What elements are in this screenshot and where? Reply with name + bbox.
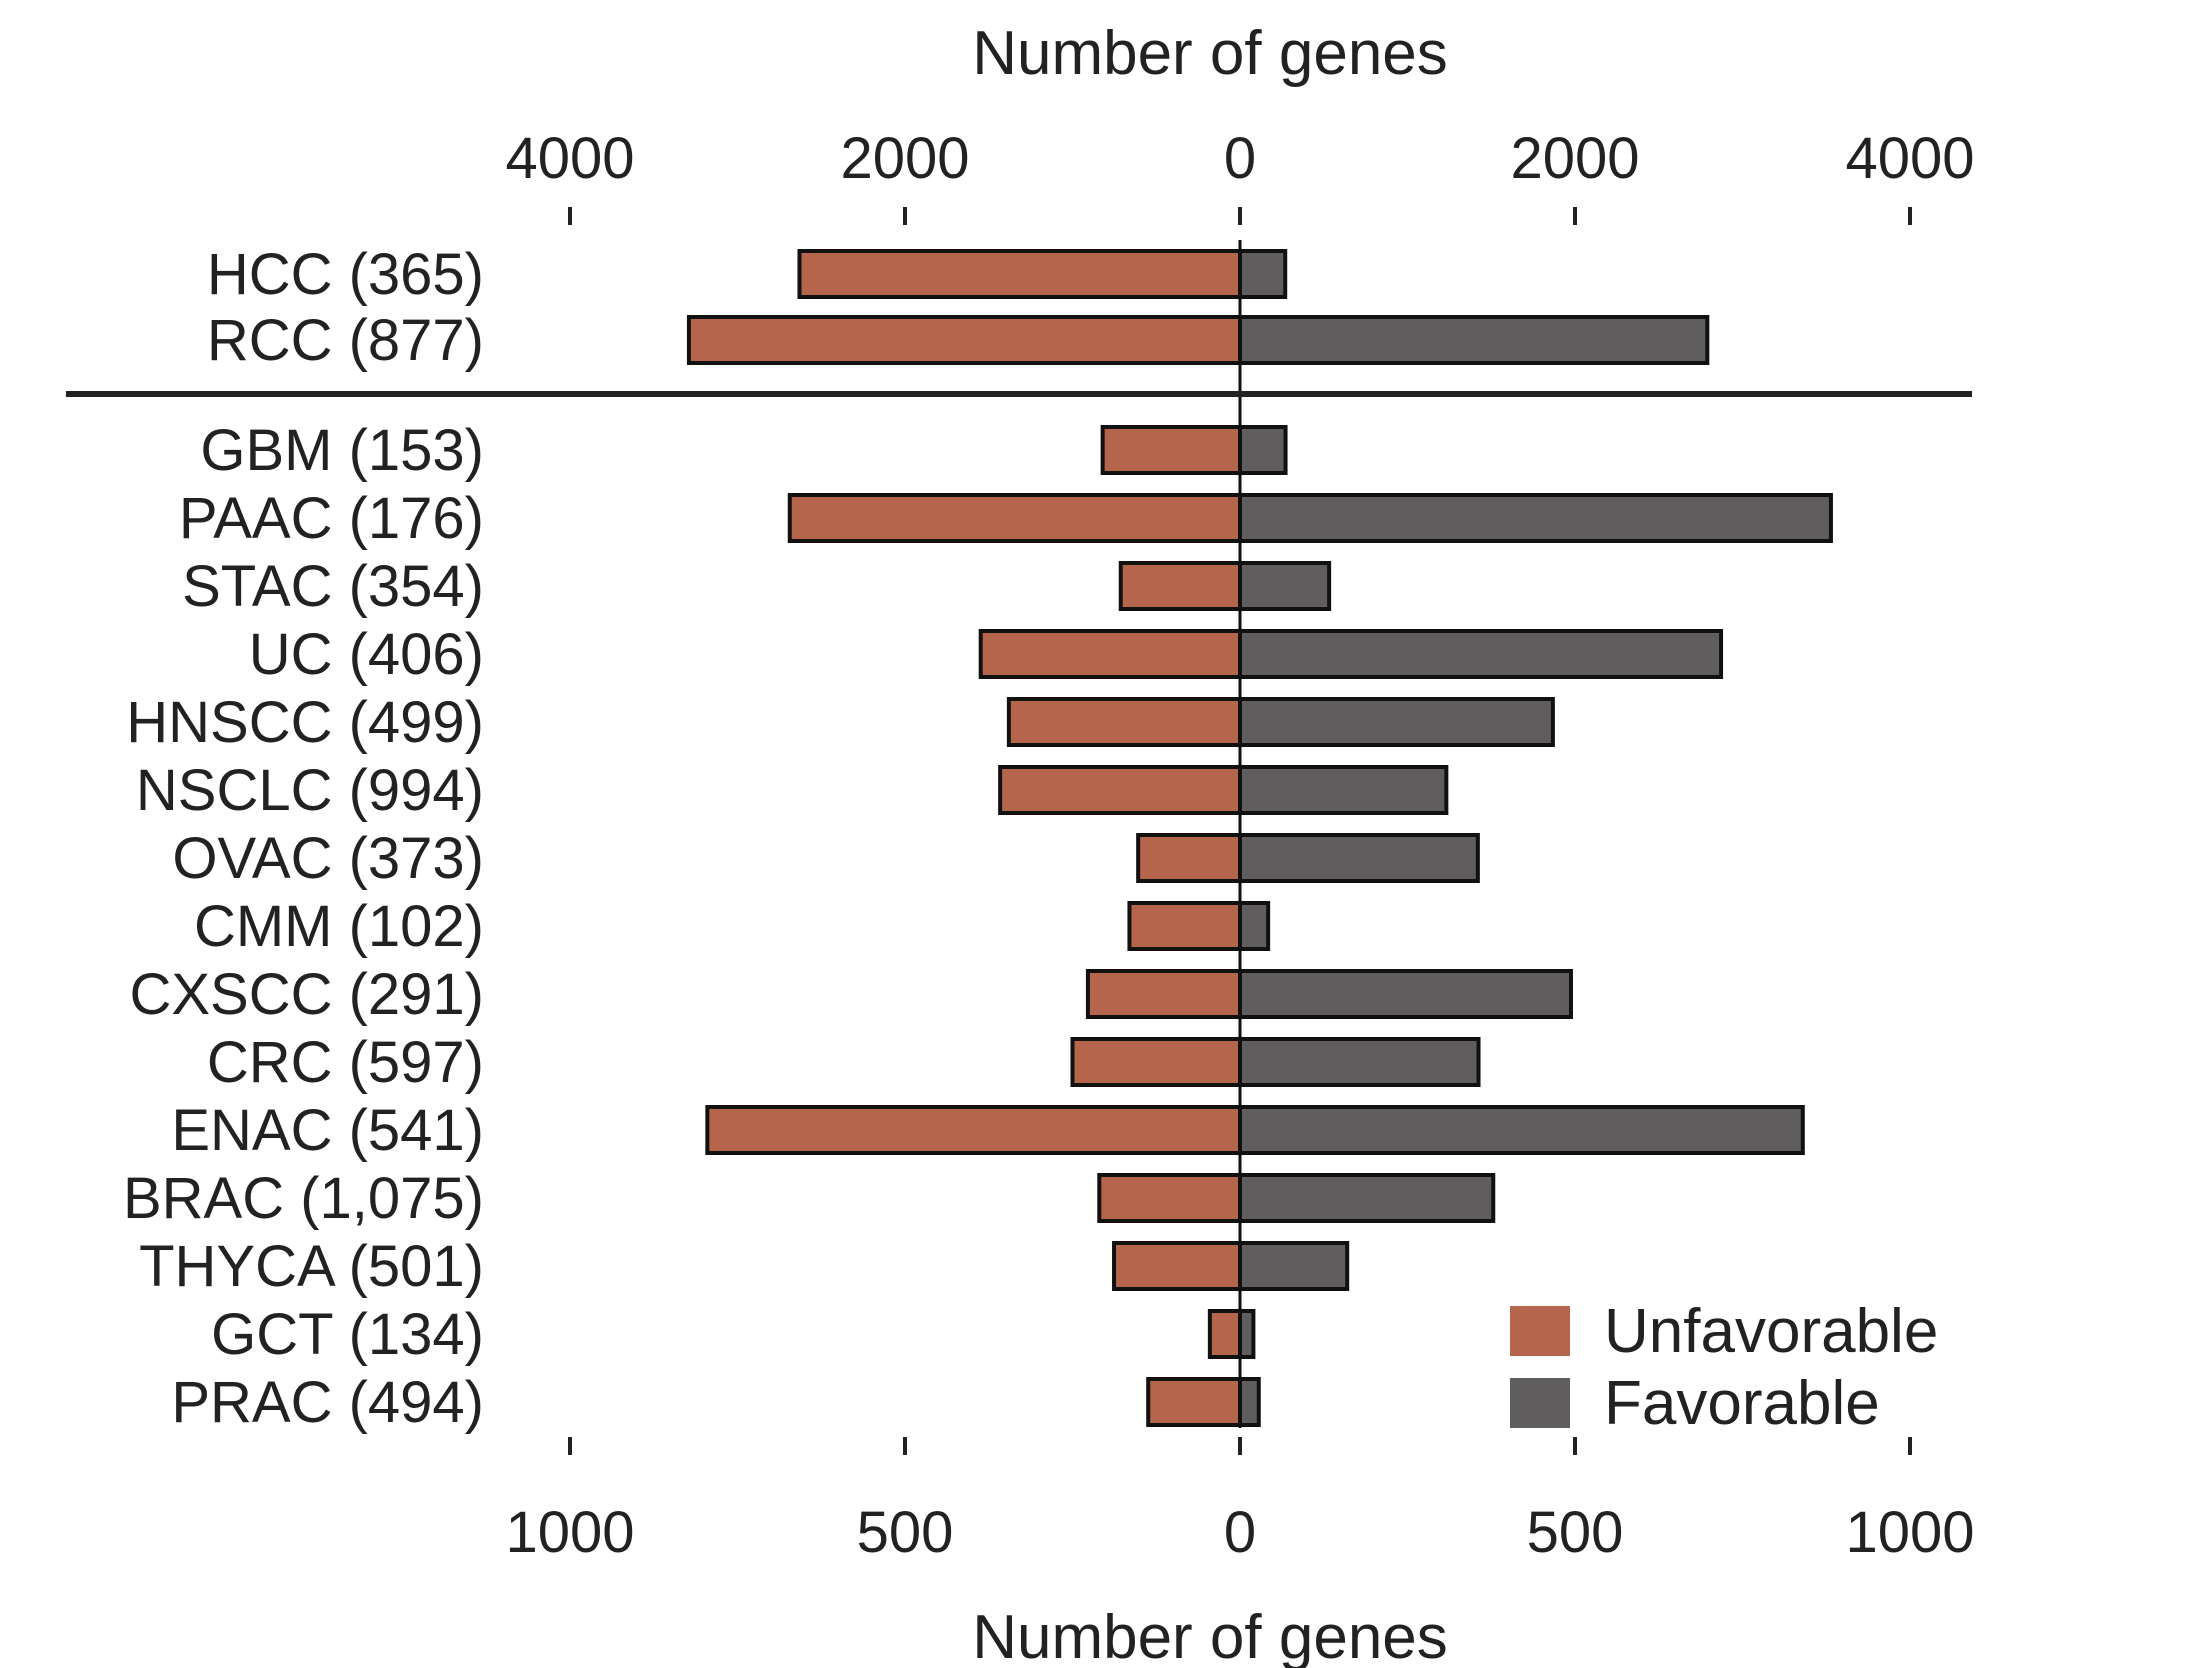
bar-unfavorable-g1-11 <box>1097 1173 1243 1223</box>
bar-favorable-g1-4 <box>1238 697 1555 747</box>
bottom-axis-tick-label-3: 500 <box>1527 1500 1624 1565</box>
bar-favorable-g1-0 <box>1238 425 1288 475</box>
top-axis-axis-title: Number of genes <box>972 19 1448 88</box>
bar-unfavorable-g1-12 <box>1112 1241 1243 1291</box>
bar-favorable-g1-12 <box>1238 1241 1350 1291</box>
bar-favorable-g1-8 <box>1238 969 1573 1019</box>
category-label-g0-1: RCC (877) <box>207 308 484 373</box>
bar-favorable-g1-1 <box>1238 493 1833 543</box>
category-label-g1-4: HNSCC (499) <box>126 690 484 755</box>
bar-favorable-g1-6 <box>1238 833 1480 883</box>
bar-unfavorable-g1-5 <box>998 765 1243 815</box>
bar-unfavorable-g1-8 <box>1085 969 1243 1019</box>
bar-favorable-g1-14 <box>1238 1377 1261 1427</box>
bar-unfavorable-g1-4 <box>1006 697 1242 747</box>
category-label-g1-2: STAC (354) <box>182 554 484 619</box>
category-label-g1-9: CRC (597) <box>207 1030 484 1095</box>
bar-favorable-g0-1 <box>1238 315 1710 365</box>
bar-unfavorable-g0-1 <box>686 315 1242 365</box>
top-axis-tick-label-4: 4000 <box>1845 126 1974 191</box>
top-axis-tick-label-0: 4000 <box>505 126 634 191</box>
bar-unfavorable-g1-14 <box>1146 1377 1242 1427</box>
category-label-g1-6: OVAC (373) <box>172 826 484 891</box>
bar-unfavorable-g1-13 <box>1207 1309 1242 1359</box>
top-axis: 4000 2000 0 2000 4000 Number of genes <box>505 19 1975 225</box>
category-label-g1-8: CXSCC (291) <box>129 962 484 1027</box>
bottom-axis-tick-label-0: 1000 <box>505 1500 634 1565</box>
top-axis-tick-label-1: 2000 <box>840 126 969 191</box>
bar-unfavorable-g1-6 <box>1136 833 1243 883</box>
bar-unfavorable-g1-3 <box>978 629 1243 679</box>
category-label-g1-0: GBM (153) <box>200 418 484 483</box>
bar-favorable-g1-13 <box>1238 1309 1256 1359</box>
bar-favorable-g1-5 <box>1238 765 1449 815</box>
bar-favorable-g1-2 <box>1238 561 1332 611</box>
bar-unfavorable-g0-0 <box>797 249 1242 299</box>
bar-unfavorable-g1-2 <box>1118 561 1242 611</box>
legend-swatch-0 <box>1510 1306 1570 1356</box>
bar-favorable-g1-3 <box>1238 629 1724 679</box>
bar-favorable-g1-10 <box>1238 1105 1805 1155</box>
bar-favorable-g1-11 <box>1238 1173 1496 1223</box>
bottom-axis-tick-label-1: 500 <box>857 1500 954 1565</box>
legend-label-1: Favorable <box>1604 1369 1880 1438</box>
bottom-axis-axis-title: Number of genes <box>972 1603 1448 1668</box>
bottom-axis: 1000 500 0 500 1000 Number of genes <box>505 1437 1975 1668</box>
category-label-g1-11: BRAC (1,075) <box>123 1166 484 1231</box>
bar-favorable-g1-9 <box>1238 1037 1481 1087</box>
top-axis-tick-label-3: 2000 <box>1510 126 1639 191</box>
bar-unfavorable-g1-0 <box>1100 425 1243 475</box>
bottom-axis-tick-label-2: 0 <box>1224 1500 1256 1565</box>
bar-favorable-g1-7 <box>1238 901 1271 951</box>
legend-swatch-1 <box>1510 1378 1570 1428</box>
category-label-g1-12: THYCA (501) <box>139 1234 484 1299</box>
category-label-g1-5: NSCLC (994) <box>136 758 484 823</box>
bar-favorable-g0-0 <box>1238 249 1288 299</box>
bars <box>686 240 1833 1428</box>
top-axis-tick-label-2: 0 <box>1224 126 1256 191</box>
legend-label-0: Unfavorable <box>1604 1297 1938 1366</box>
category-label-g1-14: PRAC (494) <box>171 1370 484 1435</box>
category-label-g1-1: PAAC (176) <box>179 486 484 551</box>
category-label-g1-10: ENAC (541) <box>171 1098 484 1163</box>
bar-unfavorable-g1-9 <box>1070 1037 1242 1087</box>
bottom-axis-tick-label-4: 1000 <box>1845 1500 1974 1565</box>
category-label-g0-0: HCC (365) <box>207 242 484 307</box>
bar-unfavorable-g1-7 <box>1127 901 1242 951</box>
bar-unfavorable-g1-10 <box>705 1105 1242 1155</box>
category-label-g1-7: CMM (102) <box>194 894 484 959</box>
category-label-g1-13: GCT (134) <box>211 1302 484 1367</box>
bar-unfavorable-g1-1 <box>787 493 1242 543</box>
category-label-g1-3: UC (406) <box>249 622 484 687</box>
category-labels: HCC (365)RCC (877) GBM (153)PAAC (176)STA… <box>123 242 484 1435</box>
